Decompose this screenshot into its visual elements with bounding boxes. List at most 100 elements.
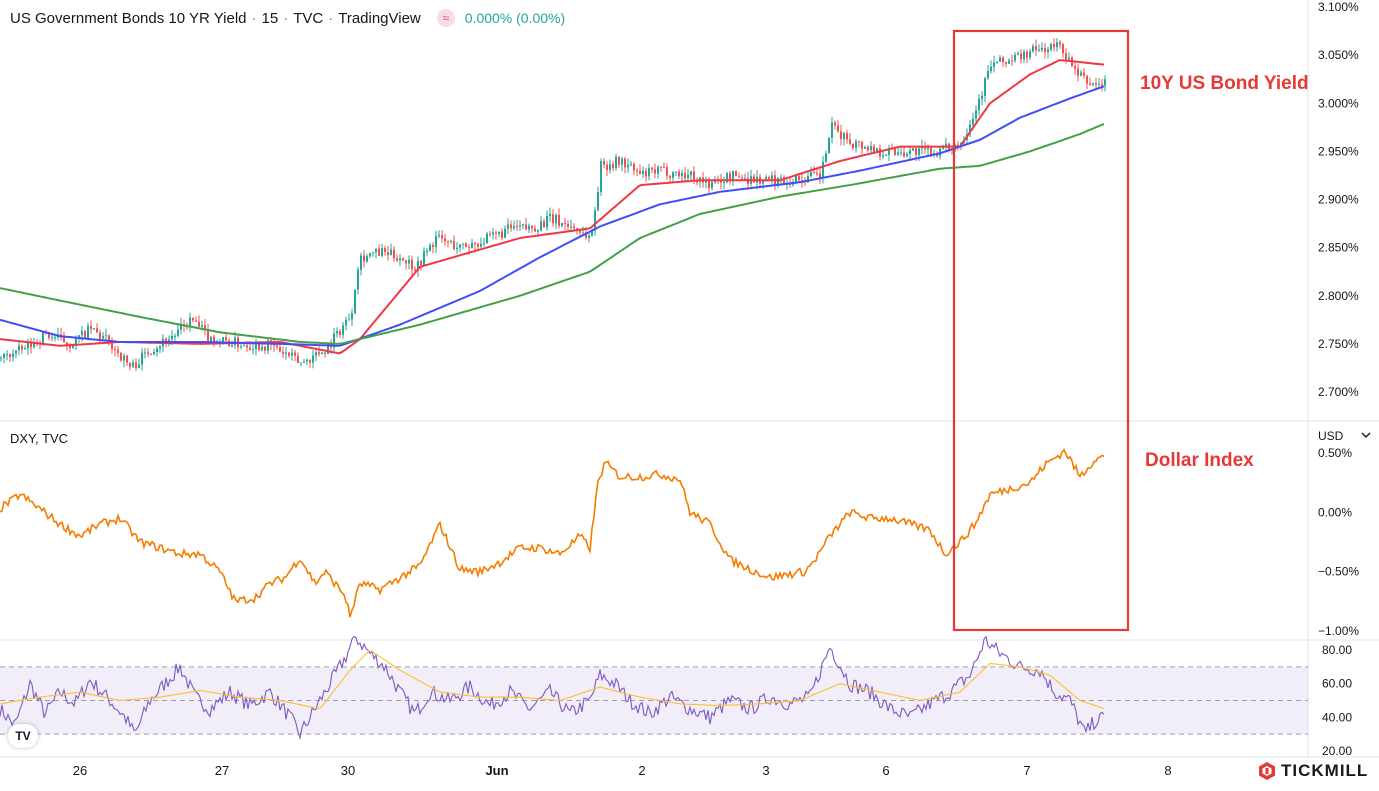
candle-body [417, 260, 419, 271]
candle [1095, 77, 1097, 91]
candle-body [687, 174, 689, 179]
candle [1044, 43, 1046, 59]
candle [984, 76, 986, 103]
candle [504, 225, 506, 239]
candle [522, 223, 524, 230]
candle-body [597, 191, 599, 211]
candle [483, 237, 485, 247]
candle-body [708, 180, 710, 189]
candle-body [612, 164, 614, 169]
candle-body [132, 362, 134, 367]
chevron-down-icon[interactable] [1361, 432, 1371, 438]
candle-body [768, 177, 770, 180]
candle-body [876, 148, 878, 152]
dxy-pane-label: DXY, TVC [10, 431, 69, 446]
candle [303, 358, 305, 364]
candle [738, 172, 740, 178]
currency-selector[interactable]: USD [1318, 429, 1344, 443]
candle-body [993, 62, 995, 67]
candle [999, 55, 1001, 62]
candle-body [591, 230, 593, 236]
candle-body [1044, 47, 1046, 53]
candle [1068, 52, 1070, 61]
candle-body [816, 173, 818, 175]
yield-axis-tick: 2.800% [1318, 289, 1359, 303]
candle [138, 358, 140, 369]
candle [636, 167, 638, 177]
candle [243, 344, 245, 347]
candle-body [978, 98, 980, 111]
candle [564, 218, 566, 230]
candle [549, 207, 551, 222]
wave-icon[interactable]: ≈ [436, 9, 455, 27]
candle [732, 170, 734, 187]
candle-body [987, 71, 989, 79]
candle-body [660, 166, 662, 168]
candle-body [108, 335, 110, 340]
candle [870, 141, 872, 155]
candle-body [288, 352, 290, 356]
candle-body [159, 346, 161, 349]
candle-body [846, 133, 848, 140]
candle-body [210, 336, 212, 342]
candle-body [1020, 53, 1022, 60]
candle-body [93, 328, 95, 330]
candle-body [153, 352, 155, 355]
candle [90, 320, 92, 334]
candle [99, 329, 101, 344]
candle-body [855, 141, 857, 148]
brand-logo: TICKMILL [1258, 761, 1368, 781]
candle [705, 176, 707, 189]
candle [291, 348, 293, 361]
candle-body [696, 181, 698, 183]
yield-axis-tick: 2.950% [1318, 144, 1359, 158]
candle-body [438, 235, 440, 237]
candle-body [27, 343, 29, 349]
candle [15, 350, 17, 359]
candle-body [456, 247, 458, 250]
candle [537, 229, 539, 236]
interval-label[interactable]: 15 [261, 9, 279, 27]
candle [801, 173, 803, 188]
candle-body [732, 170, 734, 181]
candle [1008, 58, 1010, 65]
candle [675, 171, 677, 176]
candle [198, 315, 200, 327]
candle [912, 148, 914, 152]
candle [744, 173, 746, 180]
candle-body [126, 355, 128, 363]
candle-body [1062, 44, 1064, 54]
candle-body [549, 214, 551, 217]
candle-body [78, 335, 80, 338]
candle-body [918, 148, 920, 156]
candle-body [1053, 44, 1055, 48]
candle [156, 346, 158, 357]
candle-body [1032, 46, 1034, 52]
candle-body [627, 164, 629, 168]
candle [1086, 74, 1088, 90]
time-axis-tick: 7 [1023, 763, 1030, 778]
candle-body [399, 258, 401, 261]
symbol-title[interactable]: US Government Bonds 10 YR Yield [10, 9, 247, 27]
ema-red-line [0, 59, 1105, 355]
candle-body [624, 158, 626, 168]
candle-body [474, 242, 476, 245]
candle-body [246, 345, 248, 348]
candle-body [609, 164, 611, 171]
rsi-axis-tick: 40.00 [1322, 710, 1352, 724]
price-change: 0.000% (0.00%) [464, 10, 566, 26]
candle-body [402, 258, 404, 261]
tradingview-logo-icon[interactable]: TV [8, 724, 38, 748]
candle [828, 137, 830, 154]
highlight-box[interactable] [952, 29, 1130, 632]
candle [831, 116, 833, 144]
candle-body [813, 172, 815, 174]
candle-body [111, 339, 113, 350]
candle [177, 323, 179, 338]
time-axis-tick: 27 [215, 763, 229, 778]
candle-body [1059, 42, 1061, 45]
candle-body [831, 122, 833, 138]
candle-body [21, 345, 23, 350]
candle [1092, 82, 1094, 87]
